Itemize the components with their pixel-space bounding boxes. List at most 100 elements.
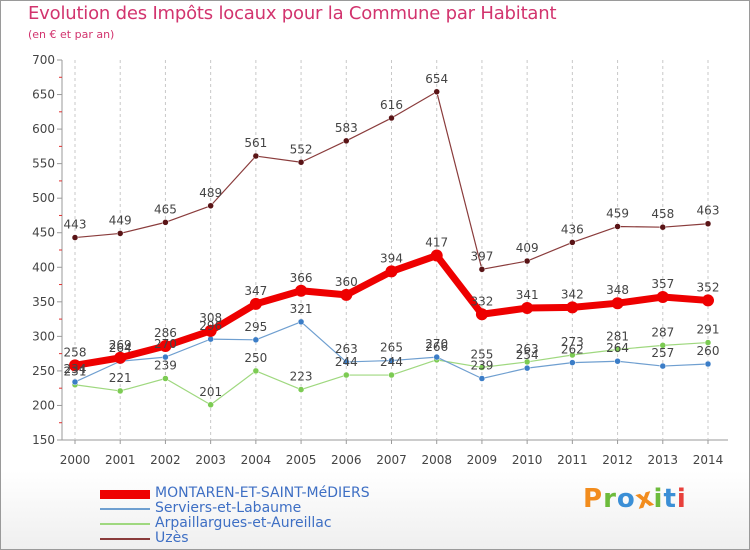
- x-tick-label: 2013: [648, 453, 679, 467]
- series-point: [704, 360, 712, 368]
- data-label: 264: [606, 341, 629, 355]
- data-label: 291: [697, 323, 720, 337]
- series-point: [343, 371, 350, 379]
- series-point: [69, 359, 81, 372]
- data-label: 264: [109, 341, 132, 355]
- series-point: [116, 387, 124, 395]
- data-label: 463: [697, 204, 720, 218]
- series-point: [569, 359, 576, 366]
- data-label: 223: [290, 370, 313, 384]
- legend-item: Serviers-et-Labaume: [100, 500, 430, 516]
- series-point: [614, 223, 621, 230]
- data-label: 260: [697, 344, 720, 358]
- logo-letter: i: [653, 484, 664, 514]
- chart-title: Evolution des Impôts locaux pour la Comm…: [28, 3, 557, 24]
- data-label: 270: [425, 337, 448, 351]
- series-point: [656, 290, 669, 303]
- x-tick-label: 2010: [512, 453, 543, 467]
- y-tick-label: 200: [32, 398, 55, 412]
- logo-letter: o: [616, 484, 636, 514]
- legend-swatch: [100, 523, 150, 525]
- data-label: 654: [425, 72, 448, 86]
- data-label: 348: [606, 283, 629, 297]
- x-tick-label: 2011: [557, 453, 588, 467]
- data-label: 489: [199, 186, 222, 200]
- series-point: [340, 288, 353, 301]
- series-point: [430, 249, 443, 262]
- series-point: [207, 202, 214, 210]
- data-label: 244: [335, 355, 358, 369]
- data-label: 352: [697, 280, 720, 294]
- series-point: [523, 257, 531, 265]
- series-point: [297, 318, 305, 326]
- x-tick-label: 2007: [376, 453, 407, 467]
- data-label: 342: [561, 287, 584, 301]
- data-label: 552: [290, 142, 313, 156]
- series-point: [659, 223, 667, 231]
- data-label: 465: [154, 202, 177, 216]
- series-point: [114, 351, 127, 364]
- y-tick-label: 400: [32, 260, 55, 274]
- data-label: 281: [606, 329, 629, 343]
- series-point: [702, 294, 714, 307]
- proxiti-logo: Proxiti: [583, 482, 687, 516]
- y-tick-label: 250: [32, 364, 55, 378]
- data-label: 449: [109, 213, 132, 227]
- data-label: 360: [335, 275, 358, 289]
- data-label: 234: [64, 362, 87, 376]
- data-label: 321: [290, 302, 313, 316]
- x-tick-label: 2000: [60, 453, 91, 467]
- series-point: [475, 308, 488, 321]
- x-tick-label: 2009: [467, 453, 498, 467]
- data-label: 561: [244, 136, 267, 150]
- series-point: [478, 266, 486, 273]
- series-point: [385, 265, 398, 278]
- data-label: 459: [606, 207, 629, 221]
- data-label: 265: [380, 341, 403, 355]
- data-label: 286: [154, 326, 177, 340]
- series-point: [204, 324, 217, 337]
- data-label: 254: [516, 348, 539, 362]
- series-point: [297, 159, 305, 166]
- logo-letter: r: [603, 484, 617, 514]
- data-label: 239: [154, 359, 177, 373]
- legend-swatch: [100, 489, 150, 499]
- series-point: [569, 239, 576, 246]
- series-point: [159, 340, 172, 353]
- x-tick-label: 2002: [150, 453, 181, 467]
- series-point: [207, 335, 214, 343]
- y-tick-label: 550: [32, 157, 55, 171]
- series-point: [566, 301, 579, 314]
- series-point: [569, 351, 576, 359]
- data-label: 296: [199, 319, 222, 333]
- series-point: [704, 339, 712, 346]
- data-label: 436: [561, 222, 584, 236]
- data-label: 308: [199, 311, 222, 325]
- x-tick-label: 2004: [241, 453, 272, 467]
- data-label: 263: [516, 342, 539, 356]
- series-point: [343, 358, 350, 366]
- x-tick-label: 2014: [693, 453, 724, 467]
- legend-swatch: [100, 538, 150, 540]
- logo-letter: P: [583, 484, 604, 514]
- series-point: [162, 375, 169, 382]
- legend-label: Arpaillargues-et-Aureillac: [155, 515, 332, 531]
- series-point: [433, 88, 440, 96]
- series-point: [162, 219, 169, 226]
- series-point: [704, 220, 712, 227]
- series-point: [252, 336, 260, 344]
- x-tick-label: 2006: [331, 453, 362, 467]
- data-label: 417: [425, 236, 448, 250]
- x-tick-label: 2005: [286, 453, 317, 467]
- y-tick-label: 650: [32, 88, 55, 102]
- series-point: [521, 302, 534, 315]
- series-point: [162, 353, 169, 361]
- data-label: 443: [64, 218, 87, 232]
- series-point: [523, 364, 531, 372]
- series-point: [614, 346, 621, 353]
- series-point: [252, 367, 260, 375]
- data-label: 231: [64, 365, 87, 379]
- series-point: [433, 353, 440, 361]
